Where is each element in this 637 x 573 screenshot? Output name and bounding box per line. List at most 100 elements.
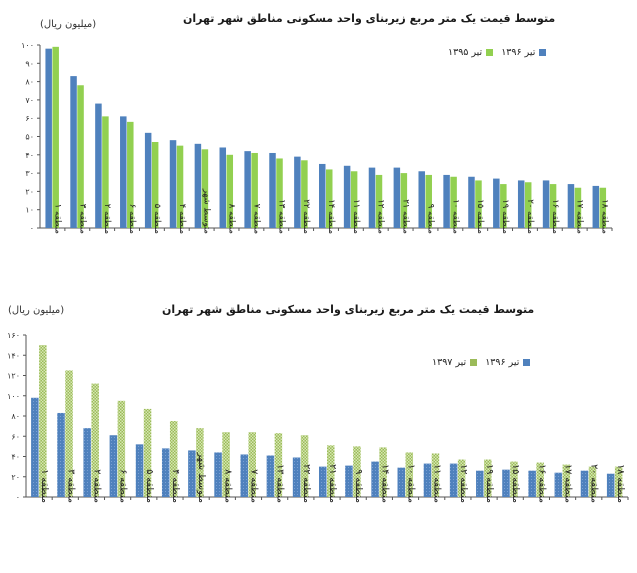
- y-axis-unit-label: (میلیون ریال): [8, 305, 65, 316]
- bar-series-2: [226, 154, 234, 228]
- x-tick-label: منطقه ۱۶: [550, 199, 560, 234]
- bar-series-1: [476, 470, 484, 497]
- bar-series-2: [248, 432, 256, 497]
- x-tick-label: منطقه ۱۳: [276, 199, 286, 234]
- x-tick-label: منطقه ۲۲: [301, 199, 311, 234]
- bar-series-2: [169, 421, 178, 497]
- bar-series-2: [222, 432, 230, 497]
- bar-series-1: [57, 412, 65, 497]
- x-tick-label: منطقه ۸: [222, 469, 233, 503]
- bar-series-1: [517, 180, 525, 228]
- x-tick-label: منطقه ۷: [248, 469, 259, 503]
- bar-series-2: [77, 85, 84, 228]
- bar-series-2: [91, 383, 99, 497]
- bar-series-1: [214, 452, 222, 497]
- bar-series-2: [127, 121, 134, 228]
- x-tick-label: منطقه ۶: [118, 469, 129, 503]
- bar-series-2: [484, 459, 492, 497]
- legend-item-series-2: تیر ۱۳۹۷: [432, 357, 478, 368]
- y-tick-label: ۸۰: [25, 78, 34, 87]
- bar-series-2: [326, 169, 333, 228]
- x-tick-label: منطقه ۱۸: [600, 199, 610, 234]
- bar-series-1: [554, 472, 563, 497]
- bar-series-2: [524, 182, 532, 228]
- bar-series-1: [135, 444, 144, 497]
- legend-label: تیر ۱۳۹۶: [501, 47, 536, 58]
- bar-series-2: [599, 187, 607, 228]
- y-tick-label: ۴۰: [25, 151, 34, 160]
- chart-legend: تیر ۱۳۹۶ تیر ۱۳۹۵: [448, 47, 547, 58]
- y-axis-unit-label: (میلیون ریال): [40, 19, 97, 30]
- y-tick-label: ۶۰: [11, 432, 20, 441]
- bar-series-1: [606, 473, 615, 497]
- bar-series-1: [393, 167, 401, 228]
- y-tick-label: ۷۰: [25, 96, 34, 105]
- bar-series-1: [188, 450, 196, 497]
- y-tick-label: ۲۰: [25, 187, 34, 196]
- x-tick-label: منطقه ۸: [227, 204, 237, 234]
- bar-series-1: [418, 171, 425, 228]
- y-tick-label: ۱۶۰: [7, 331, 20, 340]
- bar-series-1: [31, 397, 39, 497]
- x-tick-label: منطقه ۷: [251, 204, 261, 234]
- bar-series-1: [219, 147, 227, 228]
- legend-item-series-2: تیر ۱۳۹۵: [448, 47, 494, 58]
- bar-series-2: [574, 187, 582, 228]
- bar-series-1: [343, 165, 351, 228]
- x-tick-label: منطقه ۱۷: [563, 464, 574, 503]
- bar-series-2: [143, 408, 152, 497]
- x-tick-label: منطقه ۱: [52, 204, 62, 234]
- bar-series-1: [244, 151, 251, 228]
- bar-series-1: [292, 457, 301, 497]
- x-tick-label: منطقه ۴: [177, 204, 187, 234]
- bar-series-1: [542, 180, 550, 228]
- bar-series-1: [161, 448, 170, 497]
- x-tick-label: منطقه ۵: [152, 204, 162, 234]
- bar-series-2: [379, 447, 387, 497]
- y-tick-label: ۰: [16, 493, 20, 502]
- bar-series-2: [52, 46, 59, 228]
- bar-series-1: [423, 463, 432, 497]
- bar-series-1: [468, 176, 475, 228]
- x-tick-label: منطقه ۵: [144, 469, 155, 503]
- bar-series-2: [274, 433, 283, 497]
- bar-series-2: [400, 173, 408, 228]
- bar-series-1: [567, 184, 575, 228]
- chart-title: متوسط قیمت یک متر مربع زیربنای واحد مسکو…: [162, 303, 535, 316]
- bar-series-2: [276, 158, 283, 228]
- x-tick-label: منطقه ۱۳: [275, 464, 286, 503]
- bar-series-1: [45, 48, 52, 228]
- bar-series-1: [449, 463, 458, 497]
- bar-chart-plot: ۰ ۲۰ ۴۰ ۶۰ ۸۰ ۱۰۰ ۱۲۰ ۱۴۰ ۱۶۰ منطقه ۱ منطقه ۳ منطقه…: [7, 331, 629, 503]
- bar-series-2: [510, 461, 518, 497]
- y-tick-label: ۹۰: [25, 59, 34, 68]
- bar-series-1: [83, 428, 91, 497]
- bar-series-1: [109, 435, 118, 497]
- bar-chart-plot: ۰ ۱۰ ۲۰ ۳۰ ۴۰ ۵۰ ۶۰ ۷۰ ۸۰ ۹۰ ۱۰۰ منطقه ۱ منطقه ۳ منطق…: [21, 41, 613, 234]
- y-tick-label: ۴۰: [11, 453, 20, 462]
- bar-series-1: [397, 467, 406, 497]
- bar-series-2: [450, 176, 457, 228]
- bar-series-2: [176, 145, 184, 228]
- x-tick-label: منطقه ۹: [353, 469, 364, 503]
- x-tick-label: منطقه ۱۴: [326, 199, 336, 234]
- x-tick-label: منطقه ۱۵: [510, 464, 521, 503]
- chart-panel-1: متوسط قیمت یک متر مربع زیربنای واحد مسکو…: [0, 0, 637, 285]
- legend-label: تیر ۱۳۹۶: [485, 357, 520, 368]
- bar-series-2: [39, 345, 47, 497]
- bar-series-2: [327, 445, 335, 497]
- legend-swatch: [486, 49, 494, 56]
- bar-series-2: [151, 141, 159, 228]
- bar-series-2: [251, 152, 258, 228]
- y-tick-label: ۱۰۰: [7, 392, 20, 401]
- bar-series-2: [431, 453, 440, 497]
- x-tick-label: منطقه ۹: [425, 204, 435, 234]
- y-tick-label: ۰: [30, 224, 34, 233]
- bar-series-1: [319, 466, 327, 497]
- legend-item-series-1: تیر ۱۳۹۶: [501, 47, 547, 58]
- x-tick-label: منطقه ۲۱: [327, 464, 338, 503]
- bar-series-2: [375, 174, 383, 228]
- x-tick-label: منطقه ۲۰: [589, 464, 600, 503]
- bar-series-1: [294, 156, 301, 228]
- bar-series-1: [371, 461, 379, 497]
